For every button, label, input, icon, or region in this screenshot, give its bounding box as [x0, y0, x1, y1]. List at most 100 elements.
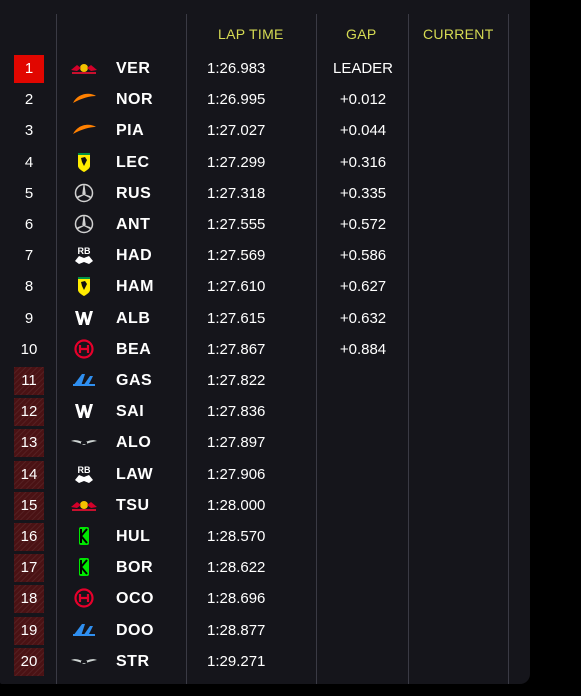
table-row[interactable]: 15 TSU 1:28.000: [0, 491, 530, 523]
position-badge: 4: [24, 153, 34, 171]
table-row[interactable]: 18 OCO 1:28.696: [0, 585, 530, 616]
driver-code: GAS: [116, 372, 153, 389]
gap-value: +0.884: [339, 340, 387, 358]
gap-value: +0.044: [339, 122, 387, 140]
position-badge: 16: [14, 523, 44, 551]
table-row[interactable]: 3 PIA 1:27.027 +0.044: [0, 117, 530, 148]
table-row[interactable]: 11 GAS 1:27.822: [0, 367, 530, 398]
position-badge: 15: [14, 491, 44, 520]
gap-value: [318, 648, 408, 676]
driver-code: STR: [116, 652, 150, 670]
current-lap-cell: [410, 429, 508, 457]
gap-value: [318, 398, 408, 426]
column-divider: [508, 14, 509, 684]
position-badge: 13: [14, 429, 44, 458]
mclaren-logo-icon: [70, 119, 98, 141]
position-badge: 10: [20, 340, 38, 358]
lap-time: 1:28.877: [207, 621, 266, 639]
table-row[interactable]: 16 HUL 1:28.570: [0, 523, 530, 554]
position-badge: 19: [14, 616, 44, 645]
table-row[interactable]: 19 DOO 1:28.877: [0, 616, 530, 648]
position-badge: 9: [24, 309, 34, 327]
gap-value: [318, 617, 408, 645]
haas-logo-icon: [70, 338, 98, 360]
timing-board: LAP TIME GAP CURRENT 1 VER 1:26.983 LEADER 2…: [0, 0, 530, 684]
current-lap-cell: [410, 648, 508, 676]
lap-time: 1:26.995: [207, 91, 266, 109]
lap-time: 1:27.555: [207, 216, 266, 233]
current-lap-cell: [410, 336, 508, 364]
table-row[interactable]: 20 STR 1:29.271: [0, 647, 530, 679]
driver-code: ANT: [116, 216, 151, 233]
lap-time: 1:27.867: [207, 340, 266, 358]
gap-value: [318, 429, 408, 457]
driver-code: NOR: [116, 91, 154, 109]
table-row[interactable]: 10 BEA 1:27.867 +0.884: [0, 336, 530, 367]
table-row[interactable]: 4 LEC 1:27.299 +0.316: [0, 149, 530, 180]
lap-time: 1:27.610: [207, 278, 266, 296]
current-lap-cell: [410, 461, 508, 489]
kick-sauber-logo-icon: [70, 525, 98, 547]
table-row[interactable]: 7 RB HAD 1:27.569 +0.586: [0, 242, 530, 273]
gap-value: +0.335: [339, 184, 387, 202]
lap-time: 1:27.897: [207, 434, 266, 452]
aston-martin-logo-icon: [70, 431, 98, 453]
aston-martin-logo-icon: [70, 650, 98, 672]
gap-value: +0.632: [339, 309, 387, 327]
table-row[interactable]: 12 SAI 1:27.836: [0, 398, 530, 429]
svg-text:RB: RB: [78, 246, 91, 256]
current-lap-cell: [410, 554, 508, 582]
lap-time: 1:27.836: [207, 403, 266, 421]
current-lap-cell: [410, 617, 508, 645]
driver-code: LEC: [116, 153, 150, 171]
williams-logo-icon: [70, 307, 98, 329]
position-badge: 1: [14, 55, 44, 83]
current-lap-cell: [410, 523, 508, 551]
lap-time: 1:27.906: [207, 465, 266, 483]
table-row[interactable]: 5 RUS 1:27.318 +0.335: [0, 180, 530, 211]
alpine-logo-icon: [70, 369, 98, 391]
gap-value: +0.627: [339, 278, 387, 296]
position-badge: 12: [14, 398, 44, 427]
current-lap-cell: [410, 585, 508, 613]
table-row[interactable]: 14 RB LAW 1:27.906: [0, 460, 530, 492]
current-lap-cell: [410, 55, 508, 83]
table-row[interactable]: 13 ALO 1:27.897: [0, 429, 530, 460]
table-row[interactable]: 1 VER 1:26.983 LEADER: [0, 55, 530, 86]
position-badge: 17: [14, 554, 44, 583]
driver-code: RUS: [116, 184, 152, 202]
gap-value: [318, 367, 408, 395]
table-row[interactable]: 6 ANT 1:27.555 +0.572: [0, 211, 530, 242]
gap-value: [318, 523, 408, 551]
gap-value: +0.586: [339, 247, 387, 265]
driver-code: LAW: [116, 465, 154, 483]
table-row[interactable]: 2 NOR 1:26.995 +0.012: [0, 86, 530, 117]
mclaren-logo-icon: [70, 88, 98, 110]
driver-code: BOR: [116, 559, 154, 577]
column-divider: [186, 14, 187, 684]
driver-code: BEA: [116, 340, 152, 358]
position-badge: 20: [14, 647, 44, 676]
table-row[interactable]: 17 BOR 1:28.622: [0, 554, 530, 585]
position-badge: 3: [24, 122, 34, 140]
mercedes-logo-icon: [70, 182, 98, 204]
position-badge: 11: [14, 367, 44, 395]
alpine-logo-icon: [70, 619, 98, 641]
lap-time: 1:27.318: [207, 184, 266, 202]
driver-code: TSU: [116, 496, 150, 514]
lap-time: 1:28.696: [207, 590, 266, 608]
driver-code: HAD: [116, 247, 153, 265]
racing-bulls-logo-icon: RB: [70, 244, 98, 266]
racing-bulls-logo-icon: RB: [70, 463, 98, 485]
lap-time: 1:27.569: [207, 247, 266, 265]
lap-time: 1:29.271: [207, 652, 266, 670]
current-lap-cell: [410, 149, 508, 177]
position-badge: 6: [24, 216, 34, 233]
table-row[interactable]: 8 HAM 1:27.610 +0.627: [0, 273, 530, 304]
mercedes-logo-icon: [70, 213, 98, 235]
table-row[interactable]: 9 ALB 1:27.615 +0.632: [0, 305, 530, 336]
red-bull-logo-icon: [70, 57, 98, 79]
svg-text:RB: RB: [78, 465, 91, 475]
gap-header: GAP: [346, 26, 377, 42]
current-lap-cell: [410, 242, 508, 270]
